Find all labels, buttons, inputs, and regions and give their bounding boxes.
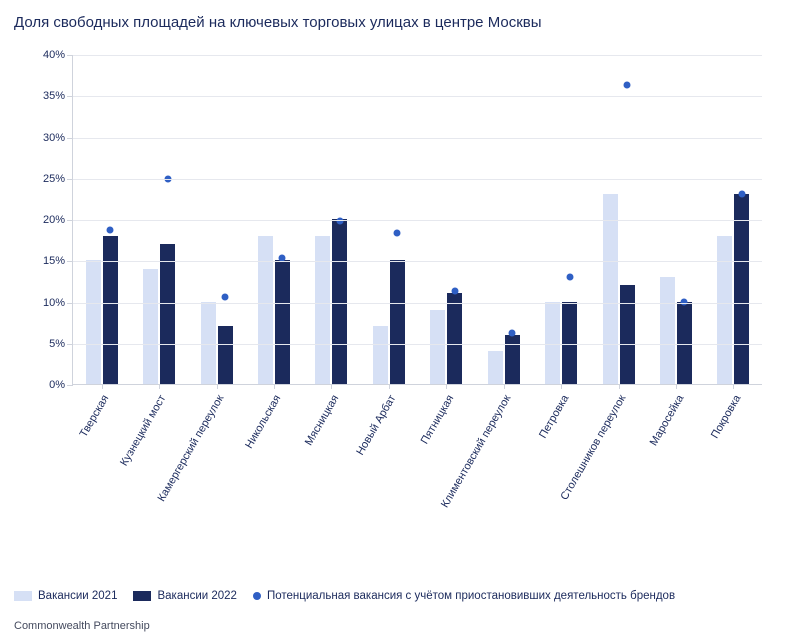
x-label-cell: Маросейка (647, 387, 705, 547)
chart-title: Доля свободных площадей на ключевых торг… (14, 14, 789, 31)
bar-2022 (677, 302, 692, 385)
y-tick (67, 261, 73, 262)
x-axis-label: Маросейка (647, 393, 686, 448)
bar-2022 (390, 260, 405, 384)
y-axis-label: 30% (43, 132, 65, 144)
bar-2021 (373, 326, 388, 384)
x-axis-label: Никольская (243, 393, 283, 451)
bar-2022 (275, 260, 290, 384)
x-axis-label: Пятницкая (418, 393, 456, 446)
scatter-point (624, 81, 631, 88)
scatter-point (107, 226, 114, 233)
x-label-cell: Мясницкая (302, 387, 360, 547)
bar-2021 (660, 277, 675, 384)
x-axis-labels: ТверскаяКузнецкий мостКамергерский переу… (72, 387, 762, 547)
y-axis-label: 0% (49, 379, 65, 391)
legend: Вакансии 2021 Вакансии 2022 Потенциальная … (14, 590, 784, 602)
x-label-cell: Климентовский переулок (475, 387, 533, 547)
x-label-cell: Покровка (705, 387, 763, 547)
scatter-point (222, 294, 229, 301)
scatter-point (394, 230, 401, 237)
y-tick (67, 303, 73, 304)
legend-label: Потенциальная вакансия с учётом приостан… (267, 590, 675, 602)
legend-swatch-icon (14, 591, 32, 601)
y-axis-label: 20% (43, 214, 65, 226)
grid-line (73, 138, 762, 139)
plot-region: 0%5%10%15%20%25%30%35%40% (72, 55, 762, 385)
grid-line (73, 261, 762, 262)
x-label-cell: Никольская (245, 387, 303, 547)
scatter-point (681, 298, 688, 305)
x-axis-label: Тверская (77, 393, 111, 440)
legend-item: Потенциальная вакансия с учётом приостан… (253, 590, 675, 602)
bar-2022 (103, 236, 118, 385)
legend-item: Вакансии 2021 (14, 590, 117, 602)
grid-line (73, 179, 762, 180)
bar-2021 (545, 302, 560, 385)
legend-swatch-icon (133, 591, 151, 601)
legend-item: Вакансии 2022 (133, 590, 236, 602)
scatter-point (566, 273, 573, 280)
scatter-point (509, 329, 516, 336)
bar-2022 (620, 285, 635, 384)
source-label: Commonwealth Partnership (14, 620, 150, 632)
x-axis-label: Новый Арбат (355, 393, 399, 457)
bar-2021 (603, 194, 618, 384)
legend-dot-icon (253, 592, 261, 600)
bar-2022 (218, 326, 233, 384)
x-axis-label: Петровка (537, 393, 571, 441)
bar-2021 (258, 236, 273, 385)
y-tick (67, 138, 73, 139)
y-tick (67, 179, 73, 180)
legend-label: Вакансии 2021 (38, 590, 117, 602)
bar-2022 (332, 219, 347, 384)
y-axis-label: 15% (43, 255, 65, 267)
grid-line (73, 55, 762, 56)
bar-2022 (734, 194, 749, 384)
legend-label: Вакансии 2022 (157, 590, 236, 602)
scatter-point (738, 191, 745, 198)
y-tick (67, 385, 73, 386)
bar-2022 (160, 244, 175, 384)
grid-line (73, 344, 762, 345)
bar-2022 (562, 302, 577, 385)
bar-2022 (505, 335, 520, 385)
grid-line (73, 96, 762, 97)
bar-2021 (315, 236, 330, 385)
scatter-point (279, 254, 286, 261)
bar-2021 (143, 269, 158, 385)
y-axis-label: 25% (43, 173, 65, 185)
y-axis-label: 5% (49, 338, 65, 350)
y-tick (67, 96, 73, 97)
y-tick (67, 55, 73, 56)
scatter-point (451, 287, 458, 294)
bar-2021 (488, 351, 503, 384)
y-tick (67, 220, 73, 221)
chart-container: Доля свободных площадей на ключевых торг… (0, 0, 799, 642)
y-axis-label: 40% (43, 49, 65, 61)
x-label-cell: Камергерский переулок (187, 387, 245, 547)
y-tick (67, 344, 73, 345)
y-axis-label: 35% (43, 90, 65, 102)
bar-2021 (430, 310, 445, 384)
bar-2021 (201, 302, 216, 385)
chart-area: 0%5%10%15%20%25%30%35%40% ТверскаяКузнец… (14, 51, 774, 501)
bar-2022 (447, 293, 462, 384)
x-axis-label: Покровка (709, 393, 743, 441)
grid-line (73, 220, 762, 221)
x-axis-label: Мясницкая (303, 393, 342, 448)
bar-2021 (717, 236, 732, 385)
x-label-cell: Тверская (72, 387, 130, 547)
grid-line (73, 303, 762, 304)
x-label-cell: Столешников переулок (590, 387, 648, 547)
y-axis-label: 10% (43, 297, 65, 309)
bar-2021 (86, 260, 101, 384)
x-label-cell: Новый Арбат (360, 387, 418, 547)
